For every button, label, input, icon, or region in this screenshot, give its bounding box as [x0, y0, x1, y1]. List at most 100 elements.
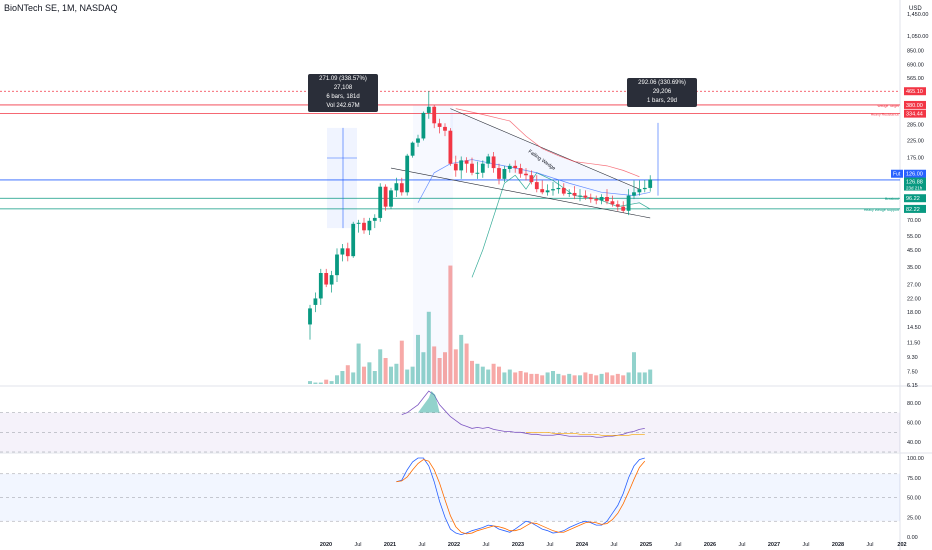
price-tick-label: 9.30: [907, 355, 918, 361]
time-tick-label: 2028: [832, 542, 844, 548]
volume-bar: [545, 372, 550, 384]
envelope-upper: [455, 108, 640, 178]
candle: [567, 192, 572, 194]
volume-bar: [470, 360, 474, 384]
candle: [345, 248, 350, 257]
price-tag-label: 380.00: [906, 103, 923, 109]
volume-bar: [599, 373, 604, 384]
volume-bar: [329, 381, 334, 384]
price-tag: [904, 194, 926, 203]
volume-bar: [637, 372, 642, 384]
volume-bar: [389, 366, 393, 384]
time-tick-label: Jul: [418, 542, 425, 548]
tooltip-line: 1 bars, 29d: [646, 98, 678, 104]
candle: [497, 168, 501, 179]
price-tag: [904, 100, 926, 109]
volume-bar: [480, 366, 485, 384]
volume-bar: [578, 375, 582, 384]
stoch-tick-label: 100.00: [907, 456, 924, 462]
candle: [583, 195, 588, 198]
volume-bar: [453, 349, 458, 384]
candle: [329, 275, 334, 285]
volume-bar: [561, 375, 566, 384]
price-tick-label: 14.50: [907, 325, 921, 331]
candle: [551, 189, 555, 191]
candle: [356, 222, 361, 224]
volume-bar: [362, 366, 366, 384]
last-price-label: 126.00: [906, 172, 923, 178]
price-tag-label: 82.22: [906, 207, 920, 213]
candle: [632, 192, 636, 196]
time-tick-label: Jul: [674, 542, 681, 548]
volume-bar: [410, 366, 415, 384]
volume-bar: [621, 375, 626, 384]
last-price-prefix-label: Fut: [893, 172, 901, 178]
candle: [367, 220, 372, 231]
volume-bar: [632, 352, 636, 384]
candle: [453, 163, 458, 171]
price-tick-label: 850.00: [907, 48, 924, 54]
close-price-tag: [904, 177, 926, 191]
candle: [470, 163, 474, 173]
rsi-tick-label: 80.00: [907, 401, 921, 407]
last-price-tag: [904, 169, 926, 178]
volume-bar: [432, 346, 437, 384]
volume-bar: [308, 381, 312, 384]
falling-wedge: [450, 108, 640, 205]
time-tick-label: 202: [897, 542, 906, 548]
currency-label: USD: [909, 6, 922, 12]
volume-bar: [567, 373, 572, 384]
volume-bar: [340, 371, 345, 384]
time-tick-label: 2026: [704, 542, 716, 548]
volume-bar: [443, 352, 447, 384]
candle: [637, 189, 642, 193]
candle: [540, 189, 545, 193]
time-tick-label: Jul: [738, 542, 745, 548]
rsi-signal-line: [526, 432, 645, 436]
time-tick-label: Jul: [546, 542, 553, 548]
candle: [378, 186, 383, 218]
volume-bar: [534, 373, 539, 384]
price-tick-label: 70.00: [907, 218, 921, 224]
candle: [313, 298, 318, 305]
price-tick-label: 55.00: [907, 234, 921, 240]
volume-bar: [345, 365, 350, 384]
price-tick-label: 35.00: [907, 265, 921, 271]
candle: [578, 195, 582, 197]
wedge-upper-line: [450, 108, 640, 190]
price-tag-label: 465.10: [906, 89, 923, 95]
candle: [556, 187, 561, 190]
candle: [416, 138, 420, 143]
price-tick-label: 11.50: [907, 340, 920, 346]
volume-bar: [594, 375, 599, 384]
volume-bar: [540, 375, 545, 384]
volume-bar: [524, 372, 528, 384]
candle: [513, 165, 518, 169]
candle: [480, 163, 485, 173]
volume-bar: [502, 372, 507, 384]
candle: [351, 223, 356, 257]
price-tag: [904, 109, 926, 118]
candle: [605, 196, 609, 202]
candle: [642, 187, 647, 190]
candle: [399, 183, 404, 193]
time-tick-label: Jul: [482, 542, 489, 548]
volume-bar: [383, 358, 388, 384]
chart-title: BioNTech SE, 1M, NASDAQ: [4, 3, 118, 13]
volume-bar: [486, 369, 491, 384]
volume-bar: [378, 349, 383, 384]
price-tag-label: 334.44: [906, 112, 923, 118]
time-tick-label: Jul: [610, 542, 617, 548]
stoch-tick-label: 75.00: [907, 476, 921, 482]
volume-bar: [529, 373, 534, 384]
tooltip-line: 292.06 (330.69%) 29,206: [638, 80, 686, 95]
candle: [534, 182, 539, 190]
candle: [335, 254, 339, 276]
candle: [588, 197, 593, 200]
candle: [561, 187, 566, 194]
volume-bar: [367, 362, 372, 384]
volume-bar: [459, 334, 464, 384]
measure-tooltip-2: 292.06 (330.69%) 29,206 1 bars, 29d: [627, 78, 697, 107]
candle: [372, 217, 377, 221]
